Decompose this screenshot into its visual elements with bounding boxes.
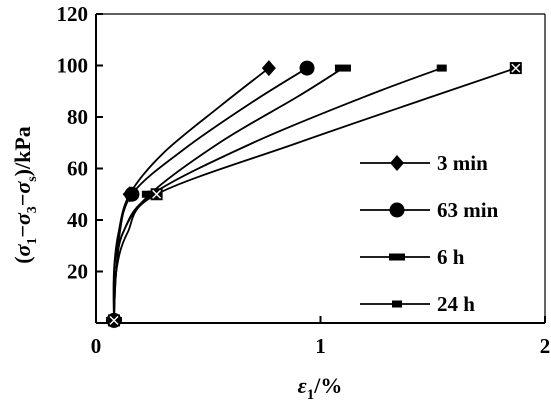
y-axis-title-sub1: 1 <box>25 238 40 245</box>
x-tick-label: 0 <box>91 334 102 358</box>
legend-label: 24 h <box>437 292 475 316</box>
y-tick-label: 80 <box>67 105 88 129</box>
series-end-marker <box>511 63 521 73</box>
y-tick-label: 40 <box>67 208 88 232</box>
series-end-marker <box>299 60 315 76</box>
y-axis-title-sub3: 3 <box>25 206 40 213</box>
y-axis-title-minus2: − <box>10 194 35 207</box>
series-knee-marker <box>152 189 162 199</box>
y-axis-title-sigma1: σ <box>10 243 35 256</box>
x-tick-label: 2 <box>540 334 551 358</box>
series-origin-marker <box>109 315 119 325</box>
legend-marker <box>390 155 404 171</box>
series-knee-marker <box>124 186 140 202</box>
series-line <box>113 67 517 321</box>
legend-marker <box>392 300 402 308</box>
series-lines <box>112 67 517 321</box>
legend-label: 3 min <box>437 151 488 175</box>
y-axis-title-unit: )/kPa <box>10 126 35 176</box>
y-tick-label: 100 <box>57 54 89 78</box>
series-end-marker <box>436 64 447 72</box>
x-axis-title-epsilon: ε <box>298 373 307 398</box>
legend-marker <box>389 253 405 261</box>
y-tick-label: 60 <box>67 157 88 181</box>
y-axis-title-sigma3: σ <box>10 212 35 225</box>
y-axis-title-subs: s <box>25 176 40 182</box>
legend-label: 6 h <box>437 245 465 269</box>
x-axis-title-unit: /% <box>313 373 342 398</box>
legend-label: 63 min <box>437 198 499 222</box>
y-tick-label: 120 <box>57 2 89 26</box>
series-line <box>113 67 443 321</box>
x-axis-title-subscript: 1 <box>307 387 315 401</box>
ticks: 20 40 60 80 100 120 0 1 2 <box>57 2 551 358</box>
y-axis-title-open: ( <box>10 256 35 263</box>
legend: 3 min 63 min 6 h 24 h <box>360 151 499 316</box>
series-markers <box>105 60 522 329</box>
series-end-marker <box>334 64 351 72</box>
x-axis-title: ε1/% <box>298 373 343 401</box>
series-end-marker <box>261 60 276 77</box>
legend-marker <box>389 202 405 218</box>
x-tick-label: 1 <box>315 334 326 358</box>
y-axis-title: (σ1−σ3−σs)/kPa <box>10 126 40 264</box>
y-tick-label: 20 <box>67 260 88 284</box>
y-axis-title-minus1: − <box>10 225 35 238</box>
y-axis-title-sigmas: σ <box>10 181 35 194</box>
